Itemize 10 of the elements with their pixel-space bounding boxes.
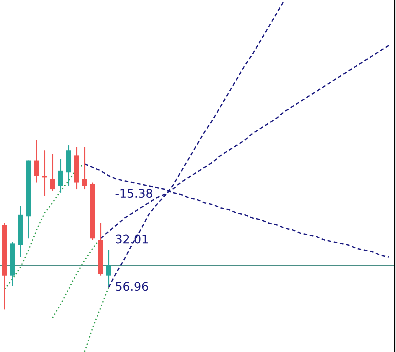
candlestick [58,158,64,194]
annotation: -15.38 [116,189,153,198]
candlestick [50,153,56,192]
candlestick [66,144,72,187]
candlestick [82,146,88,190]
candlestick [34,140,40,184]
candlestick [106,250,112,287]
candlestick [42,150,48,198]
annotation: 32.01 [116,234,148,244]
annotation: 56.96 [116,282,148,292]
